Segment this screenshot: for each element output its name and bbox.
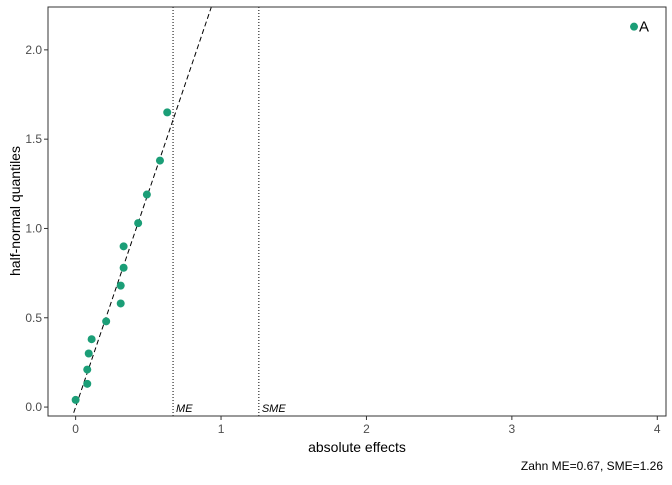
- y-tick-label-1: 0.5: [25, 311, 42, 325]
- x-axis-title: absolute effects: [308, 439, 406, 455]
- y-tick-label-4: 2.0: [25, 43, 42, 57]
- panel-border: [47, 6, 667, 417]
- data-point-2: [83, 379, 92, 388]
- x-tick-label-0: 0: [72, 422, 79, 436]
- y-axis: 0.0 0.5 1.0 1.5 2.0: [25, 43, 48, 414]
- data-point-5: [87, 335, 96, 344]
- chart-caption: Zahn ME=0.67, SME=1.26: [521, 459, 663, 473]
- data-point-3: [83, 365, 92, 374]
- data-point-12: [142, 190, 151, 199]
- data-point-9: [119, 263, 128, 272]
- y-tick-label-0: 0.0: [25, 400, 42, 414]
- y-tick-label-2: 1.0: [25, 221, 42, 235]
- data-point-10: [119, 242, 128, 251]
- data-point-15: [630, 22, 639, 31]
- data-point-1: [71, 395, 80, 404]
- line-and-point-labels: ME SME A: [176, 19, 649, 415]
- point-label-a: A: [639, 19, 649, 36]
- data-points: [71, 22, 639, 404]
- vline-label-me: ME: [176, 403, 193, 415]
- reference-line: [72, 7, 212, 416]
- data-point-7: [116, 299, 125, 308]
- x-tick-label-3: 3: [509, 422, 516, 436]
- data-point-14: [163, 108, 172, 117]
- data-point-13: [155, 156, 164, 165]
- data-point-6: [102, 317, 111, 326]
- data-point-11: [134, 219, 143, 228]
- data-point-4: [84, 349, 93, 358]
- y-axis-title: half-normal quantiles: [7, 146, 23, 276]
- y-tick-label-3: 1.5: [25, 132, 42, 146]
- x-tick-label-2: 2: [363, 422, 370, 436]
- reference-lines: [72, 7, 260, 416]
- x-tick-label-1: 1: [218, 422, 225, 436]
- x-axis: 0 1 2 3 4: [72, 416, 661, 436]
- vline-label-sme: SME: [262, 403, 287, 415]
- data-point-8: [116, 281, 125, 290]
- x-tick-label-4: 4: [654, 422, 661, 436]
